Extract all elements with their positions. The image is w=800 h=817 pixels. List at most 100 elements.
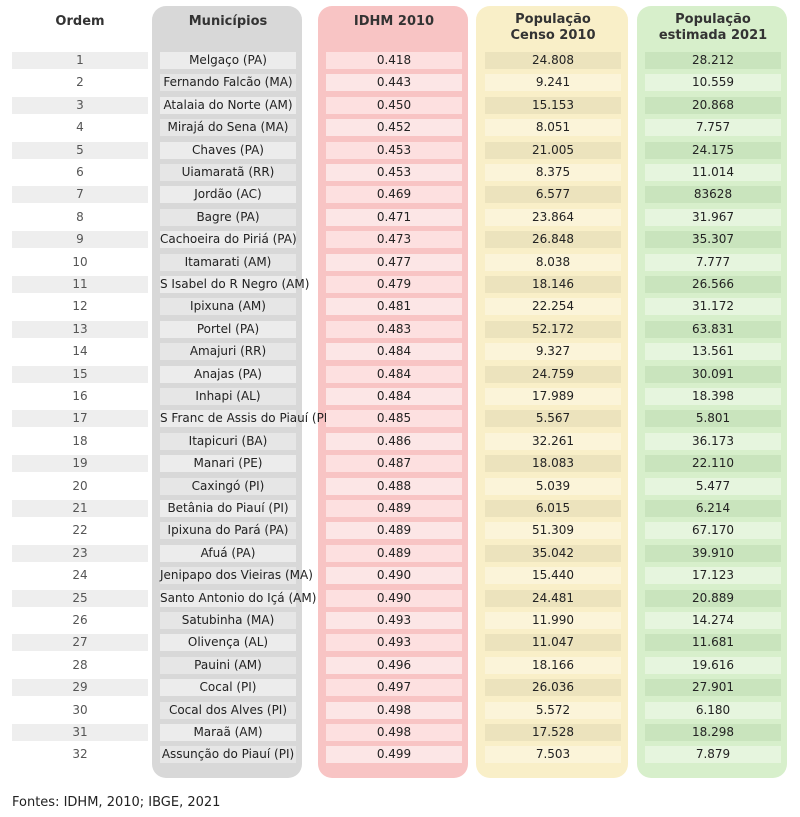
table-cell: Uiamaratã (RR) (160, 164, 296, 181)
table-cell: 7.503 (485, 746, 621, 764)
table-cell: Manari (PE) (160, 455, 296, 473)
table-cell: 83628 (645, 186, 781, 204)
table-cell: 9.327 (485, 343, 621, 361)
table-cell: Ipixuna (AM) (160, 298, 296, 316)
table-cell: 0.498 (326, 724, 462, 741)
table-cell: 31 (12, 724, 148, 741)
table-cell: 19 (12, 455, 148, 473)
table-cell: 7.777 (645, 253, 781, 271)
table-cell: 29 (12, 679, 148, 697)
table-cell: 21 (12, 500, 148, 517)
source-note: Fontes: IDHM, 2010; IBGE, 2021 (12, 795, 221, 810)
table-cell: 24.175 (645, 141, 781, 159)
table-cell: 0.489 (326, 544, 462, 562)
header-line: Municípios (188, 14, 268, 29)
table-cell: 0.452 (326, 119, 462, 137)
table-cell: 30 (72, 702, 88, 717)
table-cell: 12 (72, 299, 88, 314)
table-cell: 26.036 (485, 679, 621, 697)
table-cell: S Franc de Assis do Piauí (PI) (160, 410, 333, 428)
table-cell: 28.212 (645, 52, 781, 69)
table-cell: 24.759 (485, 365, 621, 383)
table-cell: 31.172 (645, 298, 781, 316)
table-cell: Olivença (AL) (160, 634, 296, 652)
table-cell: 24.808 (485, 52, 621, 69)
table-cell: 18.398 (645, 388, 781, 405)
table-cell: Cachoeira do Piriá (PA) (160, 231, 297, 249)
table-cell: 0.485 (326, 410, 462, 428)
table-cell: 6.214 (645, 500, 781, 517)
table-cell: Itamarati (AM) (160, 253, 296, 271)
table-cell: 0.498 (326, 701, 462, 719)
table-cell: S Isabel do R Negro (AM) (160, 276, 310, 293)
table-cell: Santo Antonio do Içá (AM) (160, 589, 317, 607)
table-cell: 0.490 (326, 589, 462, 607)
table-cell: 0.479 (326, 276, 462, 293)
table-cell: 18 (72, 433, 88, 448)
table-cell: 35.307 (645, 231, 781, 249)
table-cell: 0.489 (326, 500, 462, 517)
table-cell: 11.990 (485, 612, 621, 629)
table-cell: 8.038 (485, 253, 621, 271)
table-cell: 7.757 (645, 119, 781, 137)
table-cell: 10.559 (645, 74, 781, 92)
table-cell: 16 (72, 389, 88, 403)
table-cell: 15.440 (485, 567, 621, 585)
table-cell: 11 (12, 276, 148, 293)
table-cell: 22 (72, 523, 88, 538)
table-cell: 35.042 (485, 544, 621, 562)
table-cell: 18.083 (485, 455, 621, 473)
table-cell: 14.274 (645, 612, 781, 629)
table-cell: Assunção do Piauí (PI) (160, 746, 296, 764)
table-cell: 8 (76, 209, 84, 224)
table-cell: 27 (12, 634, 148, 652)
table-cell: 20 (72, 478, 88, 493)
table-cell: 20.889 (645, 589, 781, 607)
table-cell: 5.572 (485, 701, 621, 719)
table-cell: 3 (12, 96, 148, 114)
table-cell: 6.577 (485, 186, 621, 204)
table-cell: 24 (72, 568, 88, 583)
table-cell: 0.477 (326, 253, 462, 271)
column-header: Ordem (12, 14, 148, 30)
table-cell: 0.469 (326, 186, 462, 204)
header-line: IDHM 2010 (353, 14, 435, 29)
table-cell: Atalaia do Norte (AM) (160, 96, 296, 114)
table-cell: 17 (12, 410, 148, 428)
table-cell: 7 (12, 186, 148, 204)
table-cell: 10 (72, 254, 88, 269)
table-cell: 20.868 (645, 96, 781, 114)
table-cell: 0.486 (326, 432, 462, 450)
table-cell: 0.499 (326, 746, 462, 764)
table-cell: 9 (12, 231, 148, 249)
table-cell: Satubinha (MA) (160, 612, 296, 629)
table-cell: Melgaço (PA) (160, 52, 296, 69)
table-cell: 0.453 (326, 141, 462, 159)
table-cell: 25 (12, 589, 148, 607)
header-line: Censo 2010 (510, 28, 596, 43)
table-cell: 39.910 (645, 544, 781, 562)
table-cell: 22.110 (645, 455, 781, 473)
table-cell: 0.489 (326, 522, 462, 540)
table-cell: 0.490 (326, 567, 462, 585)
table-cell: Jenipapo dos Vieiras (MA) (160, 567, 313, 585)
table-cell: 15.153 (485, 96, 621, 114)
table-cell: Portel (PA) (160, 320, 296, 338)
table-cell: 6.180 (645, 701, 781, 719)
table-cell: 32.261 (485, 432, 621, 450)
table-cell: 17.123 (645, 567, 781, 585)
table-cell: Amajuri (RR) (160, 343, 296, 361)
column-header: IDHM 2010 (326, 14, 462, 30)
table-cell: 1 (12, 52, 148, 69)
table-cell: Ipixuna do Pará (PA) (160, 522, 296, 540)
table-cell: 14 (72, 344, 88, 359)
table-cell: 8.051 (485, 119, 621, 137)
table-cell: 0.450 (326, 96, 462, 114)
table-cell: 8.375 (485, 164, 621, 181)
table-cell: 27.901 (645, 679, 781, 697)
column-header: População Censo 2010 (485, 12, 621, 44)
table-cell: 11.014 (645, 164, 781, 181)
table-cell: 0.483 (326, 320, 462, 338)
table-cell: Bagre (PA) (160, 208, 296, 226)
